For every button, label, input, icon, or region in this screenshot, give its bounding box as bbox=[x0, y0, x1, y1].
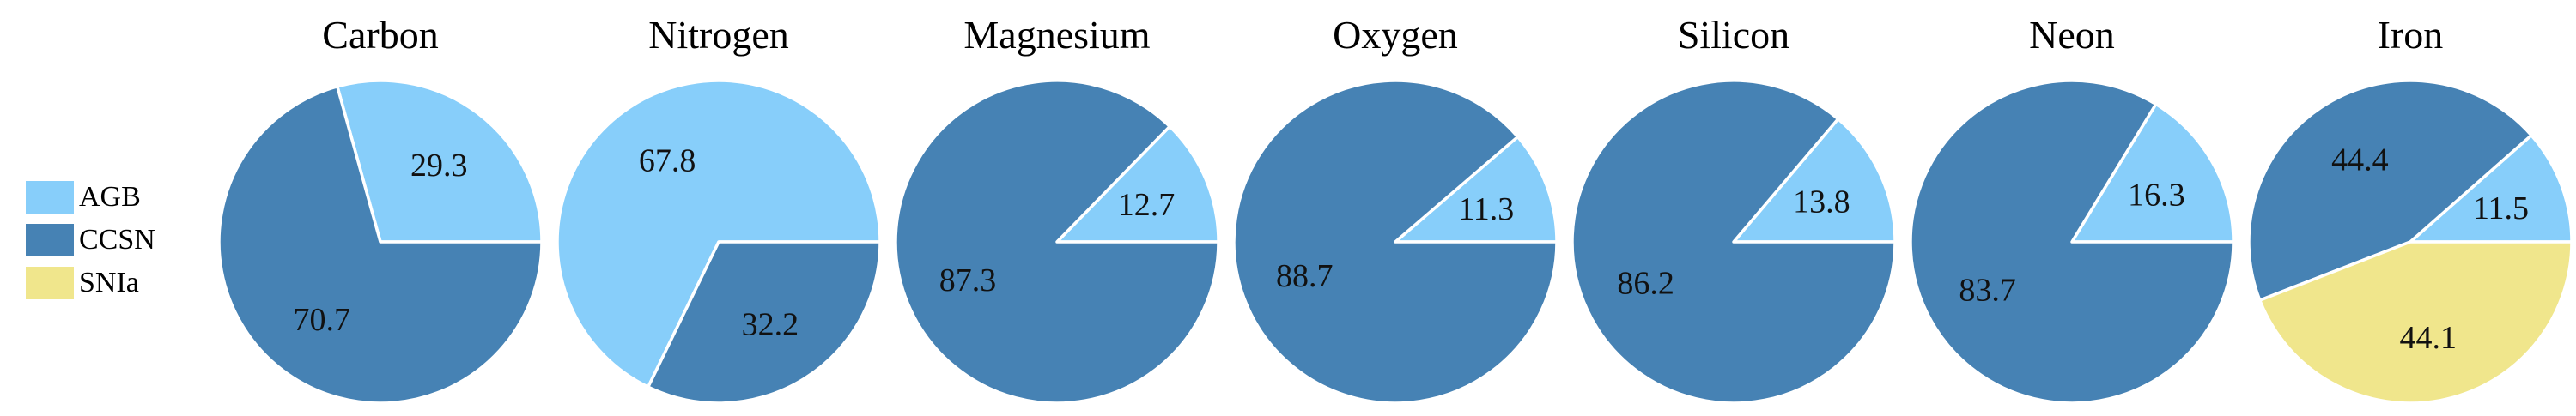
legend-item-agb: AGB bbox=[26, 176, 155, 219]
pie-value-label-nitrogen-ccsn: 32.2 bbox=[742, 307, 799, 343]
legend: AGB CCSN SNIa bbox=[26, 176, 155, 304]
pie-slice-carbon-agb bbox=[336, 79, 544, 244]
pie-value-label-magnesium-ccsn: 87.3 bbox=[939, 262, 997, 298]
legend-swatch-snia bbox=[26, 267, 74, 299]
pie-title-iron: Iron bbox=[2378, 13, 2444, 57]
pie-value-label-iron-agb: 11.5 bbox=[2473, 190, 2529, 226]
pie-value-label-neon-agb: 16.3 bbox=[2128, 178, 2185, 214]
legend-item-snia: SNIa bbox=[26, 262, 155, 304]
pie-value-label-iron-ccsn: 44.4 bbox=[2331, 142, 2389, 178]
pie-slice-neon-ccsn bbox=[1909, 79, 2235, 405]
pie-slice-magnesium-agb bbox=[1055, 124, 1220, 244]
pie-slice-carbon-ccsn bbox=[217, 85, 544, 405]
pie-title-nitrogen: Nitrogen bbox=[648, 13, 789, 57]
pie-slice-silicon-ccsn bbox=[1571, 79, 1897, 405]
legend-label-snia: SNIa bbox=[79, 267, 139, 298]
pie-oxygen: Oxygen 11.3 88.7 bbox=[1232, 13, 1558, 405]
pie-carbon: Carbon 29.3 70.7 bbox=[217, 13, 544, 405]
pie-neon: Neon 16.3 83.7 bbox=[1909, 13, 2235, 405]
pie-slice-oxygen-agb bbox=[1394, 135, 1558, 244]
legend-swatch-ccsn bbox=[26, 224, 74, 256]
legend-swatch-agb bbox=[26, 181, 74, 214]
pie-slice-silicon-agb bbox=[1732, 117, 1897, 244]
pie-value-label-oxygen-ccsn: 88.7 bbox=[1276, 258, 1334, 294]
pie-title-neon: Neon bbox=[2029, 13, 2115, 57]
pie-title-magnesium: Magnesium bbox=[963, 13, 1150, 57]
pie-value-label-nitrogen-agb: 67.8 bbox=[639, 142, 696, 178]
pie-nitrogen: Nitrogen 67.8 32.2 bbox=[556, 13, 882, 405]
pie-iron: Iron 11.5 44.4 44.1 bbox=[2247, 13, 2573, 405]
pie-title-carbon: Carbon bbox=[322, 13, 438, 57]
pie-slice-oxygen-ccsn bbox=[1232, 79, 1558, 405]
pie-value-label-iron-snia: 44.1 bbox=[2400, 320, 2458, 356]
pie-value-label-carbon-ccsn: 70.7 bbox=[293, 302, 350, 338]
legend-label-agb: AGB bbox=[79, 181, 141, 213]
pie-magnesium: Magnesium 12.7 87.3 bbox=[894, 13, 1220, 405]
pie-value-label-magnesium-agb: 12.7 bbox=[1118, 187, 1176, 223]
pie-value-label-silicon-ccsn: 86.2 bbox=[1617, 265, 1674, 301]
pie-slice-iron-ccsn bbox=[2247, 79, 2533, 302]
pie-value-label-neon-ccsn: 83.7 bbox=[1959, 272, 2016, 308]
legend-label-ccsn: CCSN bbox=[79, 224, 155, 256]
pie-slice-nitrogen-ccsn bbox=[647, 240, 882, 405]
pie-title-silicon: Silicon bbox=[1678, 13, 1789, 57]
pie-slice-neon-agb bbox=[2070, 102, 2235, 244]
pie-slice-magnesium-ccsn bbox=[894, 79, 1220, 405]
pie-value-label-silicon-agb: 13.8 bbox=[1793, 184, 1850, 220]
pie-slice-iron-agb bbox=[2409, 133, 2573, 244]
pie-silicon: Silicon 13.8 86.2 bbox=[1571, 13, 1897, 405]
pie-slice-iron-snia bbox=[2258, 240, 2573, 405]
legend-item-ccsn: CCSN bbox=[26, 219, 155, 262]
pie-title-oxygen: Oxygen bbox=[1333, 13, 1458, 57]
pie-slice-nitrogen-agb bbox=[556, 79, 882, 389]
pie-value-label-carbon-agb: 29.3 bbox=[410, 148, 468, 184]
pie-value-label-oxygen-agb: 11.3 bbox=[1458, 191, 1514, 227]
